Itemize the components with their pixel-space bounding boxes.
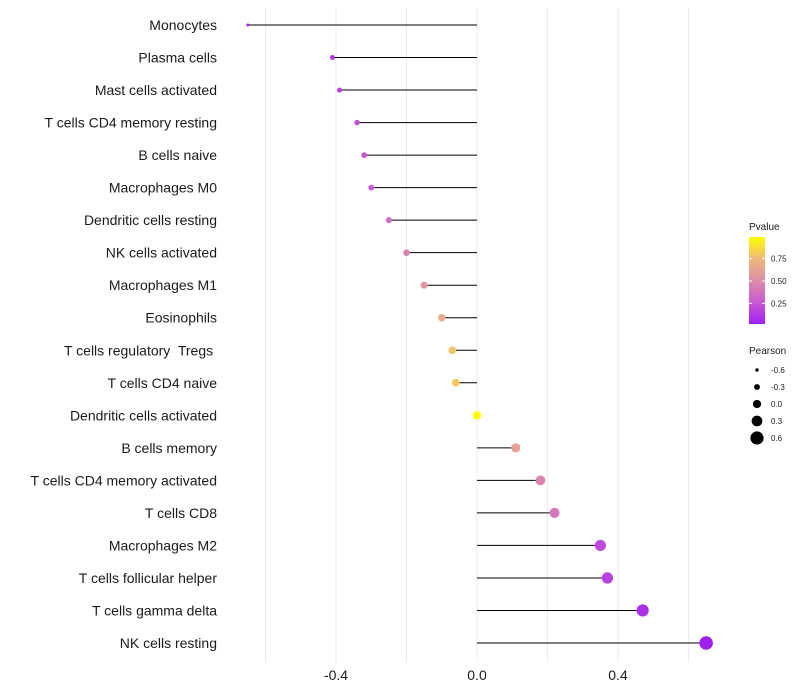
- size-legend-key: [752, 399, 762, 409]
- size-legend-label: -0.6: [771, 366, 785, 375]
- colorbar-tick-label: 0.50: [771, 277, 787, 286]
- size-legend-label: 0.6: [771, 434, 783, 443]
- category-label: T cells regulatory Tregs: [64, 342, 217, 358]
- category-label: Eosinophils: [145, 310, 217, 326]
- size-legend-key: [754, 384, 760, 390]
- size-legend-label: 0.0: [771, 400, 783, 409]
- pvalue-legend-title: Pvalue: [749, 222, 780, 233]
- lollipop-point: [511, 443, 521, 453]
- category-labels: Monocytes Plasma cells Mast cells activate…: [31, 17, 218, 651]
- lollipop-point: [420, 281, 428, 289]
- x-axis-ticks: -0.4 0.0 0.4: [324, 667, 628, 683]
- lollipop-point: [451, 378, 460, 387]
- size-legend-label: -0.3: [771, 383, 785, 392]
- category-label: Mast cells activated: [95, 82, 217, 98]
- colorbar-tick-label: 0.25: [771, 299, 787, 308]
- lollipop-point: [472, 411, 482, 420]
- lollipop-point: [385, 217, 393, 224]
- lollipop-point: [448, 346, 457, 355]
- lollipop-point: [354, 119, 360, 126]
- x-tick-label: 0.0: [467, 667, 487, 683]
- category-label: T cells CD4 memory activated: [31, 472, 217, 488]
- lollipop-point: [246, 23, 250, 27]
- x-tick-label: 0.4: [608, 667, 628, 683]
- category-label: T cells follicular helper: [79, 570, 218, 586]
- category-label: Monocytes: [149, 17, 217, 33]
- lollipop-segments: [247, 24, 707, 644]
- category-label: T cells CD8: [145, 505, 217, 521]
- pearson-legend: Pearson -0.6 -0.3 0.0 0.3 0.6: [749, 346, 786, 445]
- category-label: B cells naive: [138, 147, 217, 163]
- category-label: T cells CD4 memory resting: [45, 115, 217, 131]
- size-legend-label: 0.3: [771, 417, 783, 426]
- lollipop-point: [535, 475, 546, 486]
- lollipop-point: [636, 604, 649, 617]
- category-label: Macrophages M0: [109, 180, 217, 196]
- category-label: Dendritic cells resting: [84, 212, 217, 228]
- category-label: Dendritic cells activated: [70, 407, 217, 423]
- lollipop-point: [361, 152, 368, 158]
- pvalue-legend: Pvalue 0.25 0.50 0.75: [749, 222, 787, 324]
- lollipop-point: [549, 507, 560, 518]
- pvalue-colorbar: [749, 237, 765, 324]
- category-label: T cells CD4 naive: [108, 375, 218, 391]
- category-label: Plasma cells: [138, 50, 217, 66]
- lollipop-point: [594, 539, 606, 551]
- size-legend-key: [755, 368, 759, 372]
- category-label: B cells memory: [121, 440, 217, 456]
- lollipop-point: [329, 55, 335, 61]
- colorbar-tick-label: 0.75: [771, 255, 787, 264]
- category-label: Macrophages M1: [109, 277, 217, 293]
- category-label: NK cells activated: [106, 245, 217, 261]
- category-label: NK cells resting: [120, 635, 217, 651]
- x-tick-label: -0.4: [324, 667, 348, 683]
- lollipop-point: [368, 184, 375, 191]
- lollipop-points: [246, 23, 713, 650]
- size-legend-key: [751, 415, 763, 427]
- lollipop-point: [438, 313, 446, 322]
- category-label: T cells gamma delta: [92, 602, 217, 618]
- lollipop-point: [403, 249, 410, 257]
- lollipop-point: [699, 636, 713, 650]
- grid-lines: [265, 8, 689, 662]
- category-label: Macrophages M2: [109, 537, 217, 553]
- lollipop-point: [601, 572, 614, 584]
- pearson-legend-title: Pearson: [749, 346, 786, 357]
- size-legend-key: [750, 431, 764, 445]
- lollipop-point: [336, 87, 343, 93]
